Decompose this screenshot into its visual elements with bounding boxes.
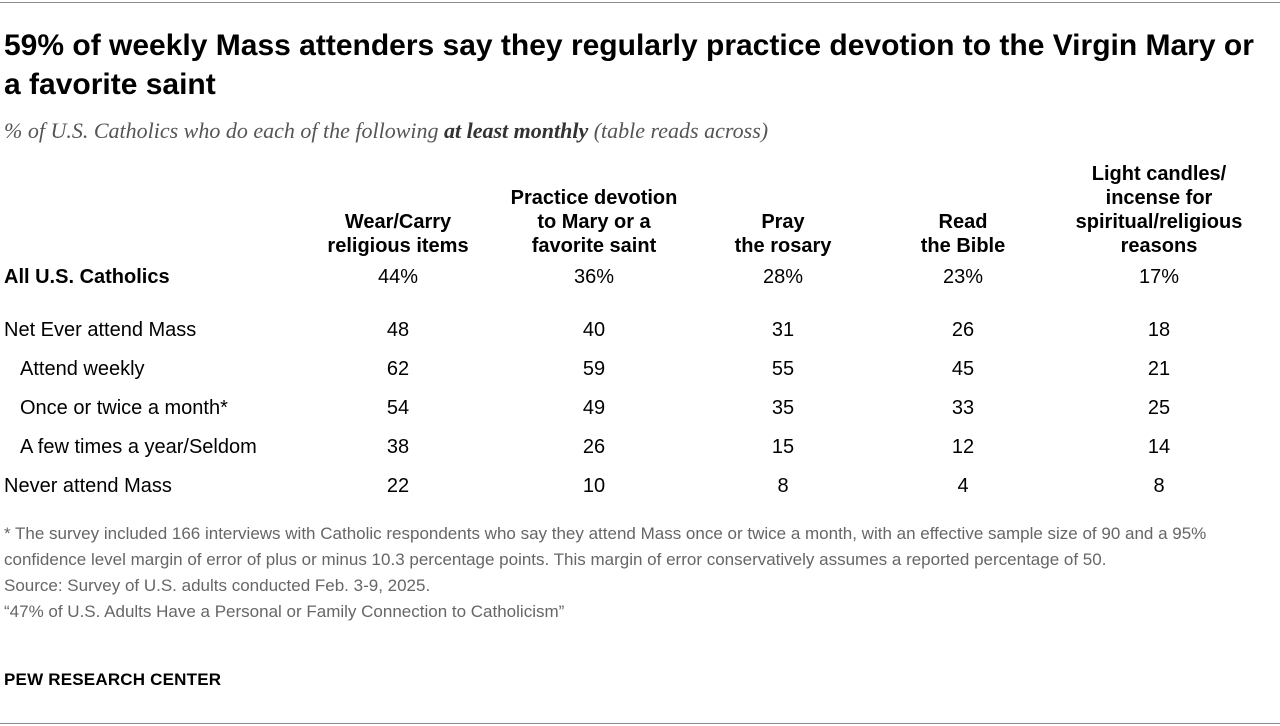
data-table: Wear/Carry religious items Practice devot… xyxy=(0,162,1250,506)
column-header: Practice devotion to Mary or a favorite sa… xyxy=(480,162,708,260)
column-header-line: reasons xyxy=(1120,235,1198,257)
column-header: Pray the rosary xyxy=(708,162,858,260)
row-label-header xyxy=(0,162,316,260)
column-header-line: to Mary or a xyxy=(537,211,651,233)
table-cell-value: 12 xyxy=(951,436,975,458)
brand-logo-text: PEW RESEARCH CENTER xyxy=(4,670,222,689)
chart-subtitle: % of U.S. Catholics who do each of the f… xyxy=(4,118,768,144)
table-row: Attend weekly 62 59 55 45 21 xyxy=(0,350,1250,389)
table-cell-value: 23% xyxy=(942,266,984,288)
table-cell-value: 25 xyxy=(1147,397,1171,419)
row-label: All U.S. Catholics xyxy=(4,266,170,288)
table-cell-value: 8 xyxy=(1153,475,1165,497)
column-header-line: Light candles/ xyxy=(1091,163,1227,185)
table-cell-value: 14 xyxy=(1147,436,1171,458)
top-rule xyxy=(0,2,1280,3)
column-header: Wear/Carry religious items xyxy=(316,162,480,260)
row-label: Attend weekly xyxy=(20,358,145,380)
table-row: Net Ever attend Mass 48 40 31 26 18 xyxy=(0,301,1250,350)
chart-title: 59% of weekly Mass attenders say they re… xyxy=(4,29,1254,101)
row-label: Never attend Mass xyxy=(4,475,172,497)
subtitle-lead: % of U.S. Catholics who do each of the f… xyxy=(4,118,444,143)
column-header-line: Practice devotion xyxy=(510,187,678,209)
table-cell-value: 48 xyxy=(386,319,410,341)
column-header-line: spiritual/religious xyxy=(1075,211,1243,233)
table-cell-value: 55 xyxy=(771,358,795,380)
table-row: Never attend Mass 22 10 8 4 8 xyxy=(0,467,1250,506)
table-cell-value: 49 xyxy=(582,397,606,419)
table-cell-value: 31 xyxy=(771,319,795,341)
table-row: A few times a year/Seldom 38 26 15 12 14 xyxy=(0,428,1250,467)
subtitle-tail: (table reads across) xyxy=(588,118,769,143)
column-header-line: favorite saint xyxy=(531,235,657,257)
header-row: Wear/Carry religious items Practice devot… xyxy=(0,162,1250,260)
table-cell-value: 44% xyxy=(377,266,419,288)
table-cell-value: 35 xyxy=(771,397,795,419)
table-row: Once or twice a month* 54 49 35 33 25 xyxy=(0,389,1250,428)
table-cell-value: 33 xyxy=(951,397,975,419)
column-header-line: Wear/Carry xyxy=(344,211,452,233)
table-cell-value: 4 xyxy=(957,475,969,497)
footnote-text: * The survey included 166 interviews wit… xyxy=(4,524,1207,569)
table-cell-value: 28% xyxy=(762,266,804,288)
table-cell-value: 21 xyxy=(1147,358,1171,380)
table-cell-value: 45 xyxy=(951,358,975,380)
row-label: A few times a year/Seldom xyxy=(20,436,257,458)
table-cell-value: 22 xyxy=(386,475,410,497)
column-header-line: Read xyxy=(938,211,988,233)
column-header-line: Pray xyxy=(761,211,805,233)
column-header-line: religious items xyxy=(327,235,469,257)
table-cell-value: 10 xyxy=(582,475,606,497)
table-cell-value: 40 xyxy=(582,319,606,341)
table-cell-value: 26 xyxy=(951,319,975,341)
table-cell-value: 8 xyxy=(777,475,789,497)
table-cell-value: 36% xyxy=(573,266,615,288)
table-row: All U.S. Catholics 44% 36% 28% 23% 17% xyxy=(0,260,1250,301)
subtitle-emphasis: at least monthly xyxy=(443,118,589,143)
column-header: Read the Bible xyxy=(858,162,1068,260)
footnotes: * The survey included 166 interviews wit… xyxy=(4,521,1274,625)
column-header-line: the Bible xyxy=(920,235,1006,257)
row-label: Net Ever attend Mass xyxy=(4,319,197,341)
table-cell-value: 17% xyxy=(1138,266,1180,288)
table-cell-value: 15 xyxy=(771,436,795,458)
table-cell-value: 62 xyxy=(386,358,410,380)
column-header-line: incense for xyxy=(1105,187,1213,209)
table-cell-value: 54 xyxy=(386,397,410,419)
report-title: “47% of U.S. Adults Have a Personal or F… xyxy=(4,602,565,621)
source-text: Source: Survey of U.S. adults conducted … xyxy=(4,576,431,595)
column-header-line: the rosary xyxy=(734,235,832,257)
table-cell-value: 38 xyxy=(386,436,410,458)
table-cell-value: 26 xyxy=(582,436,606,458)
bottom-rule xyxy=(0,723,1280,724)
table-cell-value: 18 xyxy=(1147,319,1171,341)
table-cell-value: 59 xyxy=(582,358,606,380)
row-label: Once or twice a month* xyxy=(20,397,228,419)
column-header: Light candles/incense for spiritual/relig… xyxy=(1068,162,1250,260)
